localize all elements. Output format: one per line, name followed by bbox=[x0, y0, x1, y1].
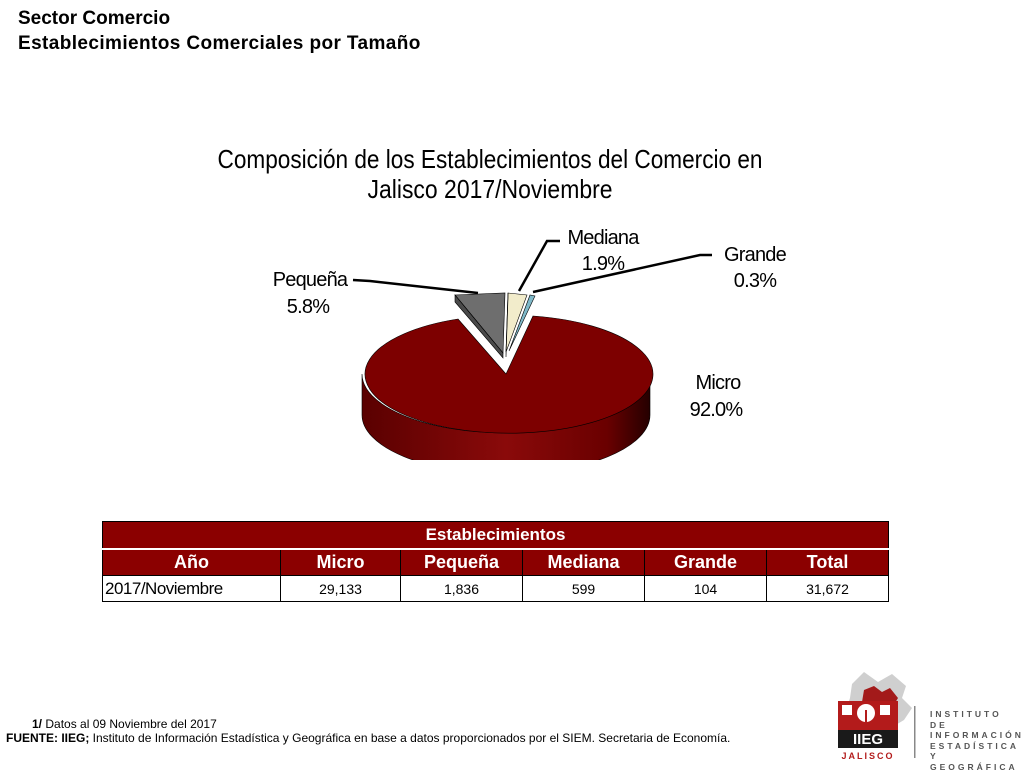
table-header-row: Año Micro Pequeña Mediana Grande Total bbox=[102, 548, 890, 576]
cell-micro: 29,133 bbox=[280, 575, 401, 602]
cell-total: 31,672 bbox=[765, 575, 890, 602]
table-row: 2017/Noviembre 29,133 1,836 599 104 31,6… bbox=[102, 575, 890, 602]
pie-slice-pequena-side bbox=[454, 294, 504, 359]
page-title: Sector Comercio bbox=[18, 8, 171, 29]
col-header-total: Total bbox=[765, 548, 890, 576]
pie-chart: Composición de los Establecimientos del … bbox=[218, 144, 787, 460]
pie-slice-grande bbox=[508, 294, 536, 352]
svg-text:IIEG: IIEG bbox=[853, 731, 883, 748]
slice-label-grande: 0.3% bbox=[734, 270, 777, 292]
chart-title-line1: Composición de los Establecimientos del … bbox=[218, 144, 763, 174]
table-banner: Establecimientos bbox=[101, 521, 890, 550]
slice-label-micro: 92.0% bbox=[690, 399, 744, 421]
jalisco-map-logo-icon: IIEG JALISCO bbox=[838, 672, 916, 761]
leader-line-grande bbox=[532, 253, 712, 294]
establishments-table: Establecimientos Año Micro Pequeña Media… bbox=[101, 521, 890, 602]
cell-ano: 2017/Noviembre bbox=[102, 575, 281, 602]
slice-name-pequena: Pequeña bbox=[273, 269, 349, 291]
col-header-pequena: Pequeña bbox=[400, 548, 523, 576]
slice-label-mediana: 1.9% bbox=[582, 253, 625, 275]
pie-slice-micro bbox=[364, 315, 654, 434]
cell-grande: 104 bbox=[644, 575, 767, 602]
cell-mediana: 599 bbox=[522, 575, 645, 602]
col-header-mediana: Mediana bbox=[522, 548, 645, 576]
cell-pequena: 1,836 bbox=[400, 575, 523, 602]
chart-title-line2: Jalisco 2017/Noviembre bbox=[368, 174, 613, 204]
footnote-date: 1/ Datos al 09 Noviembre del 2017 bbox=[32, 717, 217, 731]
iieg-logo: IIEG JALISCO INSTITUTO DE INFORMACIÓN ES… bbox=[834, 668, 1021, 772]
svg-text:JALISCO: JALISCO bbox=[841, 751, 894, 761]
leader-line-mediana bbox=[517, 239, 560, 292]
page-subtitle: Establecimientos Comerciales por Tamaño bbox=[18, 33, 421, 54]
slice-name-mediana: Mediana bbox=[567, 227, 640, 249]
leader-line-pequena bbox=[352, 278, 479, 295]
col-header-grande: Grande bbox=[644, 548, 767, 576]
pie-slice-mediana-side bbox=[505, 292, 509, 358]
footnote-source: FUENTE: IIEG; Instituto de Información E… bbox=[6, 731, 731, 745]
pie-slice-micro-side bbox=[361, 373, 651, 460]
slice-label-pequena: 5.8% bbox=[287, 296, 330, 318]
slice-name-micro: Micro bbox=[696, 372, 742, 394]
page-header: Sector Comercio Establecimientos Comerci… bbox=[18, 6, 421, 56]
col-header-micro: Micro bbox=[280, 548, 401, 576]
col-header-ano: Año bbox=[102, 548, 281, 576]
logo-institute-name: INSTITUTO DE INFORMACIÓN ESTADÍSTICA Y G… bbox=[930, 709, 1024, 772]
footnotes: 1/ Datos al 09 Noviembre del 2017 FUENTE… bbox=[6, 717, 730, 745]
slice-name-grande: Grande bbox=[724, 244, 787, 266]
